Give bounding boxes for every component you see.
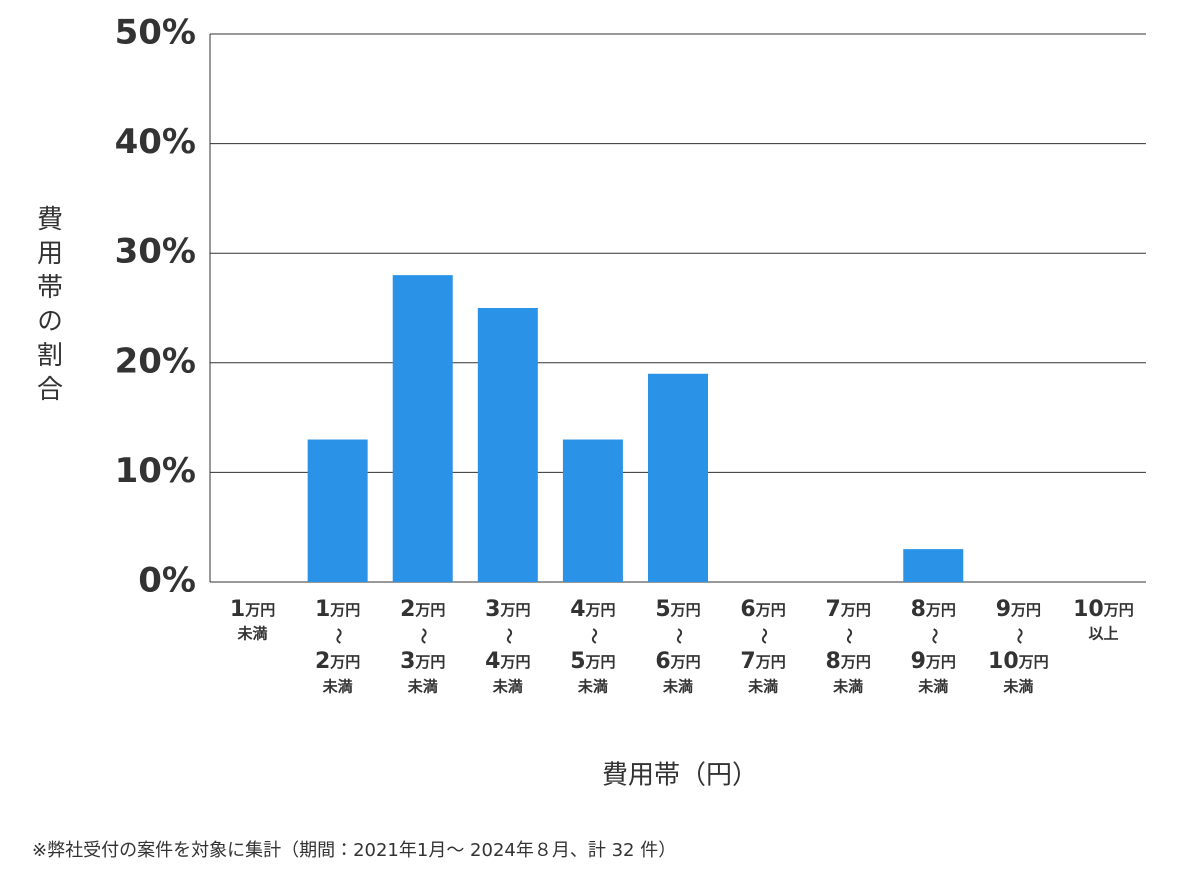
y-tick-label: 40% xyxy=(115,122,196,162)
x-tick-label: 10万円 xyxy=(988,649,1049,674)
x-tick-label: 9万円 xyxy=(911,649,956,674)
x-tick-label: 〜 xyxy=(670,628,689,644)
x-tick-label: 7万円 xyxy=(826,597,871,622)
y-tick-label: 0% xyxy=(138,561,196,601)
x-tick-label: 未満 xyxy=(1002,678,1033,696)
bar xyxy=(307,439,368,582)
footnote: ※弊社受付の案件を対象に集計（期間：2021年1月～ 2024年８月、計 32 … xyxy=(32,840,676,861)
x-tick-label: 以上 xyxy=(1088,625,1118,643)
y-axis-title: 費用帯の割合 xyxy=(33,205,63,409)
x-tick-label: 3万円 xyxy=(400,649,445,674)
x-tick-label: 8万円 xyxy=(911,597,956,622)
x-tick-label: 4万円 xyxy=(570,597,615,622)
x-tick-label: 〜 xyxy=(1010,628,1029,644)
y-tick-label: 50% xyxy=(115,13,196,53)
x-tick-label: 〜 xyxy=(499,628,518,644)
x-tick-label: 8万円 xyxy=(826,649,871,674)
x-tick-label: 未満 xyxy=(577,678,608,696)
x-tick-label: 〜 xyxy=(925,628,944,644)
x-tick-label: 3万円 xyxy=(485,597,530,622)
bar xyxy=(562,439,623,582)
bar xyxy=(648,373,708,582)
x-tick-label: 未満 xyxy=(322,678,353,696)
x-tick-label: 未満 xyxy=(492,678,523,696)
x-tick-label: 6万円 xyxy=(740,597,785,622)
x-axis-title: 費用帯（円） xyxy=(602,761,758,791)
x-tick-label: 10万円 xyxy=(1073,597,1134,622)
bar xyxy=(392,275,453,582)
x-tick-label: 未満 xyxy=(407,678,438,696)
x-tick-label: 〜 xyxy=(584,628,603,644)
x-tick-label: 未満 xyxy=(917,678,948,696)
x-tick-label: 未満 xyxy=(832,678,863,696)
x-tick-label: 未満 xyxy=(747,678,778,696)
x-tick-label: 2万円 xyxy=(400,597,445,622)
x-tick-label: 4万円 xyxy=(485,649,530,674)
x-tick-label: 7万円 xyxy=(740,649,785,674)
x-tick-label: 5万円 xyxy=(570,649,615,674)
x-tick-label: 1万円 xyxy=(230,597,275,622)
x-tick-label: 未満 xyxy=(662,678,693,696)
x-tick-label: 〜 xyxy=(329,628,348,644)
y-tick-label: 10% xyxy=(115,451,196,491)
y-tick-label: 20% xyxy=(115,341,196,381)
bar xyxy=(903,549,964,582)
x-tick-label: 2万円 xyxy=(315,649,360,674)
y-tick-label: 30% xyxy=(115,232,196,272)
bar xyxy=(477,308,538,582)
x-tick-label: 5万円 xyxy=(655,597,700,622)
x-tick-label: 1万円 xyxy=(315,597,360,622)
x-tick-label: 未満 xyxy=(237,625,268,643)
x-tick-label: 〜 xyxy=(755,628,774,644)
x-tick-label: 〜 xyxy=(840,628,859,644)
x-tick-label: 6万円 xyxy=(655,649,700,674)
x-tick-label: 9万円 xyxy=(996,597,1041,622)
x-tick-label: 〜 xyxy=(414,628,433,644)
